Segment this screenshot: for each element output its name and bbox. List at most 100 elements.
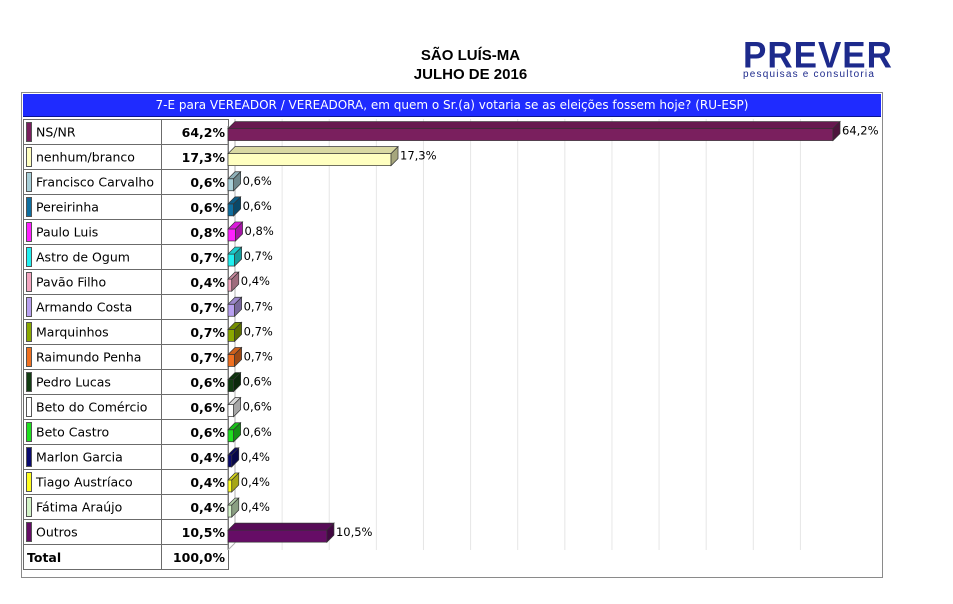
legend-swatch xyxy=(26,122,32,142)
legend-category-label: Marquinhos xyxy=(36,324,109,340)
legend-category-label: Pereirinha xyxy=(36,199,99,215)
bar-side-face xyxy=(390,145,399,167)
bar xyxy=(227,454,233,468)
legend-category: Marlon Garcia xyxy=(23,444,162,470)
bar xyxy=(227,329,235,342)
legend-row: Pereirinha 0,6% xyxy=(23,194,229,220)
bar-top-face xyxy=(227,146,399,154)
bar xyxy=(227,354,235,367)
bar-side-face xyxy=(234,346,242,368)
legend-row: Marlon Garcia 0,4% xyxy=(23,444,229,470)
bar xyxy=(227,253,235,267)
legend-swatch xyxy=(26,372,32,392)
bar-value-label: 0,8% xyxy=(245,224,274,238)
legend-row: Astro de Ogum 0,7% xyxy=(23,244,229,270)
legend-category-label: Tiago Austríaco xyxy=(36,474,133,490)
bar-value-label: 64,2% xyxy=(842,124,879,138)
question-title: 7-E para VEREADOR / VEREADORA, em quem o… xyxy=(23,94,881,117)
legend-value: 10,5% xyxy=(161,519,229,545)
bar xyxy=(227,479,233,493)
legend-swatch xyxy=(26,297,32,317)
legend-swatch xyxy=(26,272,32,292)
bar-side-face xyxy=(231,472,240,493)
report-header: SÃO LUÍS-MA JULHO DE 2016 xyxy=(0,46,953,84)
total-label: Total xyxy=(23,544,162,570)
legend-category-label: Armando Costa xyxy=(36,299,133,315)
legend-value: 0,4% xyxy=(161,269,229,295)
bar-value-label: 0,7% xyxy=(244,324,273,338)
bar-side-face xyxy=(231,447,240,468)
legend-category: NS/NR xyxy=(23,119,162,145)
bar-side-face xyxy=(233,396,242,418)
bar-value-label: 0,7% xyxy=(244,349,273,363)
bar xyxy=(227,504,233,518)
logo-tagline: pesquisas e consultoria xyxy=(743,69,876,80)
bar-side-face xyxy=(233,170,242,192)
bar-value-label: 0,4% xyxy=(241,475,270,489)
bar xyxy=(227,228,236,242)
legend-category-label: Paulo Luis xyxy=(36,224,99,240)
legend-value: 17,3% xyxy=(161,144,229,170)
bar-value-label: 0,4% xyxy=(241,274,270,288)
bar xyxy=(227,203,235,217)
total-value: 100,0% xyxy=(161,544,229,570)
legend-swatch xyxy=(26,172,32,192)
bar-top-face xyxy=(227,121,841,129)
legend-swatch xyxy=(26,522,32,542)
legend-row: Beto Castro 0,6% xyxy=(23,419,229,445)
bar xyxy=(227,178,235,192)
legend-value: 0,4% xyxy=(161,444,229,470)
bar-value-label: 0,6% xyxy=(243,400,272,414)
bar-value-label: 17,3% xyxy=(400,149,437,163)
bar-value-label: 0,6% xyxy=(243,174,272,188)
bar-value-label: 0,7% xyxy=(244,299,273,313)
prever-logo: PREVER pesquisas e consultoria xyxy=(743,34,905,80)
bar xyxy=(227,128,834,141)
bar xyxy=(227,153,392,166)
legend-swatch xyxy=(26,472,32,492)
legend-category-label: Pavão Filho xyxy=(36,274,107,290)
legend-swatch xyxy=(26,497,32,517)
chart-frame: 7-E para VEREADOR / VEREADORA, em quem o… xyxy=(21,92,883,578)
bar-value-label: 0,6% xyxy=(243,199,272,213)
legend-category-label: Beto do Comércio xyxy=(36,399,148,415)
bar-side-face xyxy=(233,196,242,217)
legend-category: Tiago Austríaco xyxy=(23,469,162,495)
legend-category-label: Fátima Araújo xyxy=(36,499,123,515)
bar xyxy=(227,303,235,317)
bar-side-face xyxy=(235,221,243,242)
header-city: SÃO LUÍS-MA xyxy=(420,47,521,64)
legend-row: nenhum/branco 17,3% xyxy=(23,144,229,170)
legend-category: Beto Castro xyxy=(23,419,162,445)
bar-top-face xyxy=(227,522,335,531)
legend-category: Marquinhos xyxy=(23,319,162,345)
bar-value-label: 0,4% xyxy=(241,500,270,514)
bar-value-label: 0,6% xyxy=(243,375,272,389)
legend-category-label: Francisco Carvalho xyxy=(36,174,154,190)
legend-category: Pedro Lucas xyxy=(23,369,162,395)
bar xyxy=(227,529,328,543)
logo-wordmark: PREVER xyxy=(743,34,893,76)
bar-value-label: 0,6% xyxy=(243,425,272,439)
legend-value: 0,6% xyxy=(161,419,229,445)
legend-category-label: Astro de Ogum xyxy=(36,249,130,265)
legend-table: NS/NR 64,2% nenhum/branco 17,3% Francisco Ca… xyxy=(23,119,229,570)
legend-row: Pedro Lucas 0,6% xyxy=(23,369,229,395)
legend-swatch xyxy=(26,197,32,217)
bar-side-face xyxy=(234,246,242,267)
legend-value: 0,6% xyxy=(161,369,229,395)
legend-category-label: Outros xyxy=(36,524,78,540)
bar-value-label: 0,7% xyxy=(244,249,273,263)
legend-category: Pereirinha xyxy=(23,194,162,220)
legend-row: Armando Costa 0,7% xyxy=(23,294,229,320)
axis-depth-edge xyxy=(227,542,236,551)
legend-value: 0,6% xyxy=(161,394,229,420)
bar xyxy=(227,278,233,292)
legend-category-label: nenhum/branco xyxy=(36,149,135,165)
legend-row: Pavão Filho 0,4% xyxy=(23,269,229,295)
legend-swatch xyxy=(26,447,32,467)
bar xyxy=(227,429,235,443)
legend-category-label: Marlon Garcia xyxy=(36,449,123,465)
bar-side-face xyxy=(233,421,242,443)
